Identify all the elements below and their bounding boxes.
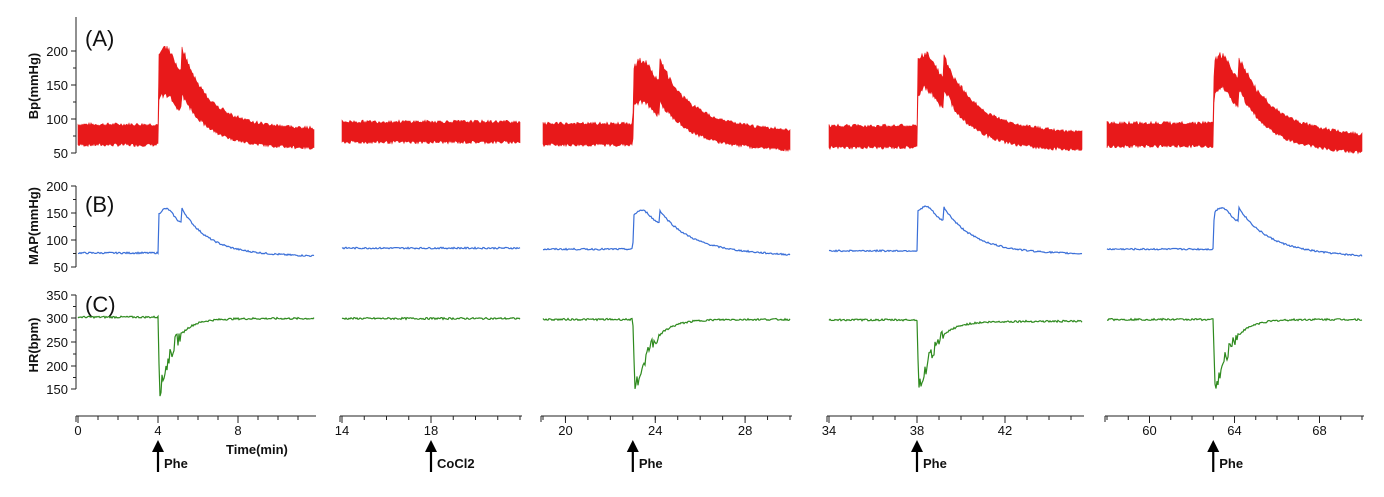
event-arrow-head [152,440,164,452]
y-tick-label: 50 [54,146,68,161]
y-tick-label: 350 [46,288,68,303]
x-axis-segment-2: 14 18 [335,415,522,438]
bp-trace-segment-2 [341,119,521,145]
x-tick-label: 4 [154,423,161,438]
panel-a: (A) Bp(mmHg) 50 100 150 200 [26,17,114,161]
bp-trace-segment-5 [1106,52,1363,155]
event-label: Phe [923,456,947,471]
event-arrow-head [1207,440,1220,452]
x-axis-segment-4: 34 38 42 [822,415,1084,438]
hr-trace-segment-5 [1106,317,1363,389]
y-tick-label: 100 [46,112,68,127]
event-arrow-head [626,440,639,452]
x-tick-label: 20 [558,423,572,438]
map-trace-segment-2 [341,246,521,250]
bp-trace-segment-3 [542,57,791,152]
x-tick-label: 0 [74,423,81,438]
y-tick-label: 200 [46,179,68,194]
map-trace-segment-1 [77,207,315,258]
x-tick-label: 42 [998,423,1012,438]
event-label: CoCl2 [437,456,475,471]
y-axis-label: HR(bpm) [26,318,41,373]
y-tick-label: 250 [46,335,68,350]
x-axis-segment-3: 20 24 28 [540,415,792,438]
bp-trace-segment-1 [77,45,315,150]
event-marker-3: Phe [626,440,663,472]
x-tick-label: 28 [738,423,752,438]
hr-trace-segment-2 [341,316,521,321]
event-label: Phe [164,456,188,471]
x-tick-label: 38 [910,423,924,438]
event-label: Phe [1219,456,1243,471]
x-axis-segment-1: 0 4 8 [74,415,316,438]
x-tick-label: 68 [1312,423,1326,438]
event-marker-4: Phe [911,440,947,472]
bp-trace-segment-4 [828,51,1083,152]
panel-b: (B) MAP(mmHg) 50 100 150 200 [26,179,114,275]
y-axis-label: Bp(mmHg) [26,53,41,119]
x-tick-label: 24 [648,423,662,438]
traces [77,45,1363,397]
event-marker-2: CoCl2 [425,440,475,472]
x-tick-label: 64 [1227,423,1241,438]
x-tick-label: 34 [822,423,836,438]
event-marker-1: Phe [152,440,188,472]
event-markers: Phe CoCl2 Phe Phe Phe [152,440,1243,472]
panel-label: (A) [85,26,114,51]
map-trace-segment-5 [1106,205,1363,257]
panel-c: (C) HR(bpm) 150 200 250 300 350 [26,288,116,397]
map-trace-segment-4 [828,205,1083,255]
event-arrow-head [911,440,923,452]
y-tick-label: 150 [46,206,68,221]
x-tick-label: 60 [1142,423,1156,438]
y-tick-label: 150 [46,78,68,93]
map-trace-segment-3 [542,208,791,256]
y-axes: (A) Bp(mmHg) 50 100 150 200 (B) MAP(mmHg) 50 100 1… [26,17,116,397]
event-arrow-head [425,440,437,452]
x-tick-label: 14 [335,423,349,438]
x-axes: 0 4 8 14 18 20 24 28 34 38 42 60 64 68 [74,415,1364,438]
x-tick-label: 18 [424,423,438,438]
panel-label: (B) [85,192,114,217]
x-tick-label: 8 [234,423,241,438]
event-marker-5: Phe [1207,440,1243,472]
y-tick-label: 50 [54,260,68,275]
y-axis-label: MAP(mmHg) [26,187,41,265]
y-tick-label: 150 [46,382,68,397]
y-tick-label: 200 [46,359,68,374]
y-tick-label: 100 [46,233,68,248]
x-axis-label: Time(min) [226,442,288,457]
x-axis-segment-5: 60 64 68 [1104,415,1364,438]
hr-trace-segment-1 [77,314,315,397]
panel-label: (C) [85,292,116,317]
y-tick-label: 200 [46,44,68,59]
event-label: Phe [639,456,663,471]
hr-trace-segment-4 [828,318,1083,388]
hr-trace-segment-3 [542,317,791,390]
y-tick-label: 300 [46,311,68,326]
